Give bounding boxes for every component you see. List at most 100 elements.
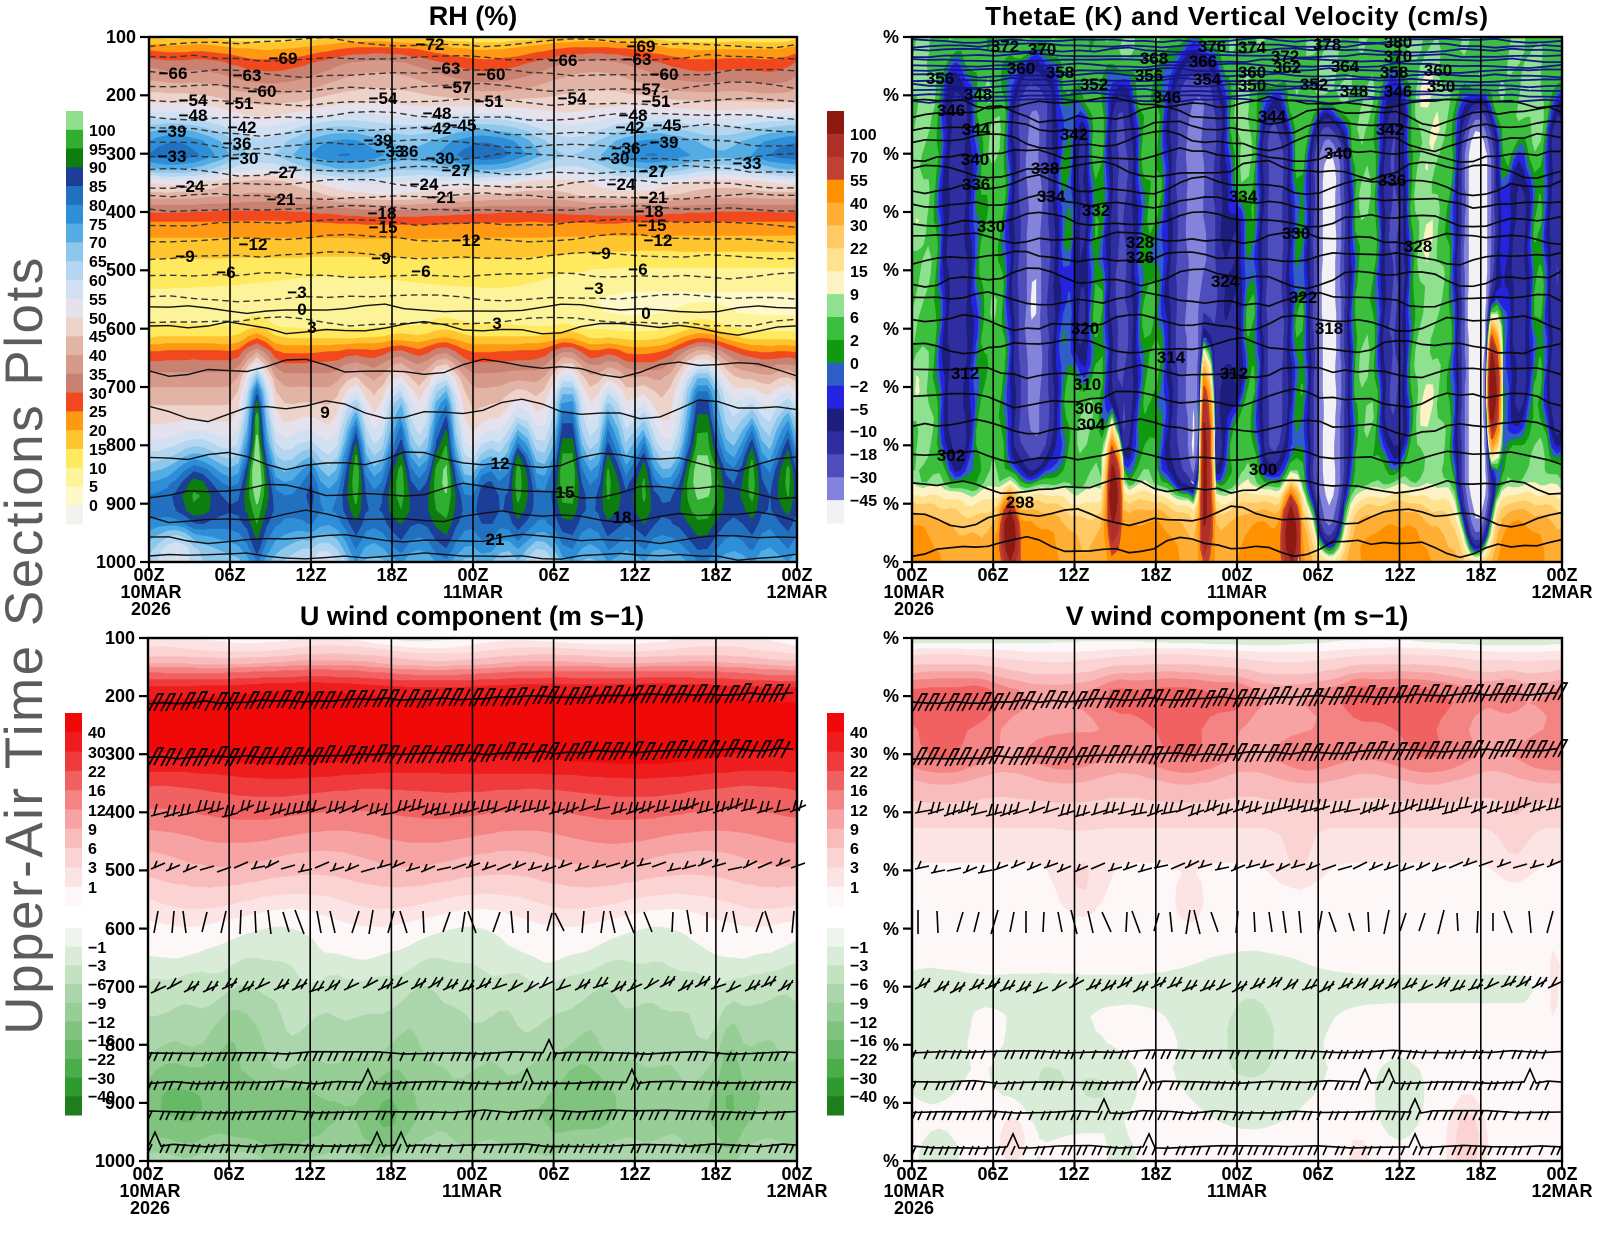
svg-text:−16: −16: [88, 1033, 115, 1050]
svg-text:70: 70: [89, 235, 107, 252]
svg-text:346: 346: [1384, 82, 1412, 101]
svg-text:00Z: 00Z: [1221, 1164, 1252, 1184]
svg-text:12MAR: 12MAR: [766, 582, 827, 602]
svg-text:−9: −9: [88, 996, 106, 1013]
svg-text:326: 326: [1126, 248, 1154, 267]
svg-text:00Z: 00Z: [896, 1164, 927, 1184]
svg-text:700: 700: [106, 377, 136, 397]
svg-text:0: 0: [850, 356, 859, 373]
svg-text:12: 12: [88, 803, 106, 820]
svg-text:45: 45: [89, 329, 107, 346]
svg-text:12Z: 12Z: [1058, 1164, 1089, 1184]
svg-text:358: 358: [1046, 63, 1074, 82]
svg-text:−5: −5: [850, 402, 868, 419]
svg-text:9: 9: [88, 822, 97, 839]
svg-text:360: 360: [1424, 61, 1452, 80]
svg-text:25: 25: [89, 404, 107, 421]
svg-text:−12: −12: [452, 231, 481, 250]
svg-text:−30: −30: [230, 149, 259, 168]
svg-text:−54: −54: [558, 89, 587, 108]
svg-text:350: 350: [1427, 77, 1455, 96]
svg-text:3: 3: [307, 318, 316, 337]
svg-text:2026: 2026: [131, 599, 171, 619]
svg-text:1000: 1000: [96, 552, 136, 572]
svg-text:%: %: [883, 860, 899, 880]
svg-text:00Z: 00Z: [1546, 1164, 1577, 1184]
svg-text:336: 336: [1378, 171, 1406, 190]
svg-text:−33: −33: [376, 142, 405, 161]
svg-text:16: 16: [88, 783, 106, 800]
svg-text:500: 500: [106, 260, 136, 280]
svg-text:90: 90: [89, 160, 107, 177]
svg-text:2026: 2026: [130, 1198, 170, 1218]
svg-text:0: 0: [297, 300, 306, 319]
svg-text:%: %: [883, 977, 899, 997]
svg-text:00Z: 00Z: [457, 565, 488, 585]
svg-text:−72: −72: [416, 35, 445, 54]
svg-text:328: 328: [1404, 237, 1432, 256]
svg-text:%: %: [883, 744, 899, 764]
svg-text:−54: −54: [369, 89, 398, 108]
svg-text:−6: −6: [850, 977, 868, 994]
svg-text:−66: −66: [159, 64, 188, 83]
svg-text:900: 900: [105, 1093, 135, 1113]
svg-text:346: 346: [1153, 88, 1181, 107]
svg-text:06Z: 06Z: [977, 565, 1008, 585]
svg-text:370: 370: [1028, 40, 1056, 59]
svg-text:−24: −24: [410, 175, 439, 194]
svg-text:%: %: [883, 1035, 899, 1055]
svg-text:−48: −48: [619, 106, 648, 125]
svg-text:06Z: 06Z: [214, 565, 245, 585]
svg-text:334: 334: [1037, 187, 1066, 206]
svg-text:00Z: 00Z: [896, 565, 927, 585]
svg-text:30: 30: [850, 745, 868, 762]
svg-text:700: 700: [105, 977, 135, 997]
svg-text:18Z: 18Z: [376, 565, 407, 585]
svg-text:−60: −60: [650, 65, 679, 84]
svg-text:65: 65: [89, 254, 107, 271]
svg-text:%: %: [883, 494, 899, 514]
svg-text:1000: 1000: [95, 1151, 135, 1171]
svg-text:−30: −30: [601, 149, 630, 168]
svg-text:348: 348: [1340, 82, 1368, 101]
svg-text:00Z: 00Z: [1546, 565, 1577, 585]
svg-text:80: 80: [89, 198, 107, 215]
svg-text:−1: −1: [88, 940, 106, 957]
svg-text:−3: −3: [287, 283, 306, 302]
svg-text:358: 358: [1380, 63, 1408, 82]
svg-text:−63: −63: [432, 59, 461, 78]
svg-text:−6: −6: [411, 262, 430, 281]
svg-text:12MAR: 12MAR: [1531, 1181, 1592, 1201]
svg-text:%: %: [883, 144, 899, 164]
svg-text:95: 95: [89, 142, 107, 159]
svg-text:−3: −3: [88, 958, 106, 975]
svg-text:−1: −1: [850, 940, 868, 957]
svg-text:12: 12: [850, 803, 868, 820]
svg-text:%: %: [883, 802, 899, 822]
svg-text:06Z: 06Z: [213, 1164, 244, 1184]
svg-text:−18: −18: [635, 202, 664, 221]
svg-text:−21: −21: [427, 188, 456, 207]
svg-text:352: 352: [1080, 75, 1108, 94]
svg-text:332: 332: [1082, 201, 1110, 220]
svg-text:0: 0: [89, 498, 98, 515]
svg-text:348: 348: [964, 85, 992, 104]
svg-text:3: 3: [492, 314, 501, 333]
svg-text:500: 500: [105, 860, 135, 880]
svg-text:−2: −2: [850, 379, 868, 396]
svg-text:−16: −16: [850, 1033, 877, 1050]
svg-text:06Z: 06Z: [538, 1164, 569, 1184]
svg-text:18Z: 18Z: [1140, 565, 1171, 585]
svg-text:6: 6: [850, 310, 859, 327]
svg-text:−33: −33: [158, 147, 187, 166]
svg-text:320: 320: [1071, 319, 1099, 338]
svg-text:100: 100: [106, 27, 136, 47]
svg-text:310: 310: [1073, 375, 1101, 394]
svg-text:−6: −6: [88, 977, 106, 994]
svg-text:340: 340: [1324, 144, 1352, 163]
svg-text:−15: −15: [369, 218, 398, 237]
svg-text:100: 100: [89, 123, 116, 140]
svg-text:100: 100: [105, 628, 135, 648]
svg-text:−63: −63: [623, 50, 652, 69]
svg-text:−42: −42: [423, 119, 452, 138]
